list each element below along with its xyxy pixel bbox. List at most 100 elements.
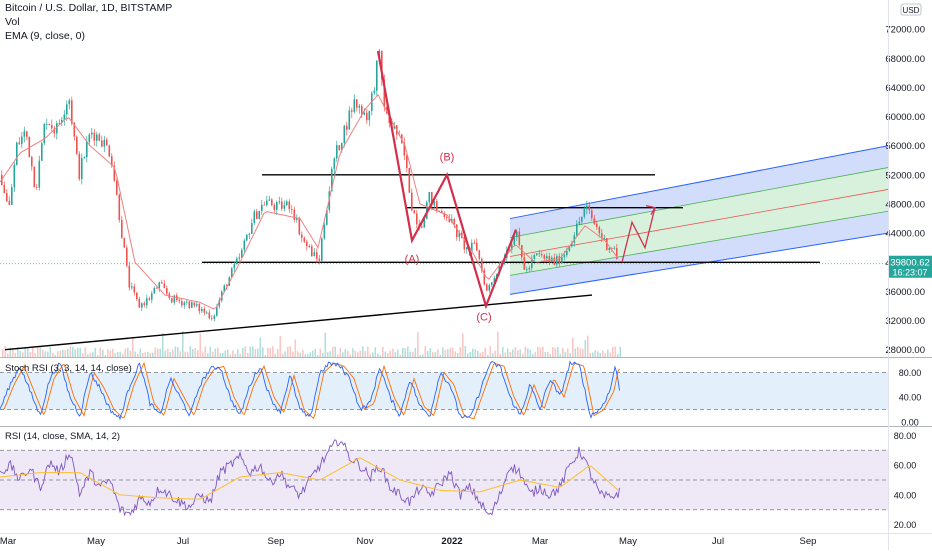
candle-body xyxy=(331,168,333,192)
volume-bar xyxy=(424,346,427,357)
candle-body xyxy=(91,132,93,135)
candle-body xyxy=(606,238,608,250)
candle-body xyxy=(598,227,601,234)
volume-bar xyxy=(152,352,154,357)
volume-bar xyxy=(339,348,342,357)
volume-bar xyxy=(274,353,277,357)
candle-body xyxy=(53,128,56,134)
candle-body xyxy=(438,210,441,212)
volume-bar xyxy=(512,349,514,357)
candle-body xyxy=(26,131,28,137)
candle-body xyxy=(258,211,261,219)
last-price-tag xyxy=(889,255,932,278)
volume-bar xyxy=(324,333,327,357)
candle-body xyxy=(478,250,481,259)
candle-body xyxy=(458,232,461,238)
volume-bar xyxy=(7,353,9,357)
volume-bar xyxy=(247,352,249,357)
volume-bar xyxy=(419,354,422,357)
candle-body xyxy=(416,213,418,225)
volume-bar xyxy=(342,352,344,357)
volume-bar xyxy=(72,346,74,357)
candle-body xyxy=(111,156,113,166)
volume-bar xyxy=(194,348,197,357)
candle-body xyxy=(431,192,433,206)
candle-body xyxy=(393,125,396,129)
volume-bar xyxy=(527,348,529,357)
volume-bar xyxy=(477,351,479,357)
candle-body xyxy=(163,283,166,288)
candle-body xyxy=(386,107,388,114)
candle-body xyxy=(246,234,248,241)
candle-body xyxy=(248,233,251,235)
candle-body xyxy=(151,293,153,300)
volume-bar xyxy=(209,346,212,357)
volume-bar xyxy=(24,347,27,357)
volume-bar xyxy=(334,346,337,357)
candle-body xyxy=(446,217,448,219)
candle-body xyxy=(118,194,121,220)
volume-bar xyxy=(614,346,617,357)
candle-body xyxy=(488,285,491,291)
candle-body xyxy=(546,256,548,259)
volume-bar xyxy=(574,348,577,357)
volume-bar xyxy=(249,346,252,357)
candle-body xyxy=(83,157,86,158)
stoch-axis-tick: 80.00 xyxy=(899,368,922,378)
volume-bar xyxy=(12,347,14,357)
candle-body xyxy=(273,205,276,210)
candle-body xyxy=(366,112,368,121)
volume-bar xyxy=(267,347,269,357)
candle-body xyxy=(543,255,546,259)
volume-bar xyxy=(257,348,259,357)
candle-body xyxy=(146,298,148,306)
candle-body xyxy=(38,160,41,188)
volume-bar xyxy=(367,346,369,357)
candle-body xyxy=(316,252,318,259)
volume-bar xyxy=(462,333,464,357)
volume-bar xyxy=(297,351,299,357)
volume-bar xyxy=(562,347,564,357)
candle-body xyxy=(311,246,313,257)
candle-body xyxy=(568,246,571,251)
volume-bar xyxy=(214,348,217,357)
candle-body xyxy=(216,306,218,316)
volume-bar xyxy=(444,349,447,357)
volume-bar xyxy=(382,346,384,357)
volume-bar xyxy=(399,354,402,357)
elliott-wave-label: (C) xyxy=(476,312,491,324)
volume-bar xyxy=(609,352,612,357)
candle-body xyxy=(71,100,73,124)
volume-bar xyxy=(414,347,417,357)
volume-bar xyxy=(612,347,614,357)
candle-body xyxy=(596,223,598,227)
candle-body xyxy=(173,295,176,303)
volume-bar xyxy=(319,348,322,357)
candle-body xyxy=(128,265,131,288)
channel-upper-band xyxy=(510,145,888,238)
volume-bar xyxy=(99,347,102,357)
candle-body xyxy=(153,287,156,294)
time-axis-label: May xyxy=(619,536,637,547)
candle-body xyxy=(231,268,233,278)
candle-body xyxy=(613,248,616,249)
volume-bar xyxy=(77,347,79,357)
price-countdown: 16:23:07 xyxy=(892,268,927,278)
volume-bar xyxy=(82,353,84,357)
volume-bar xyxy=(292,351,294,357)
candle-body xyxy=(423,218,426,228)
volume-bar xyxy=(487,354,489,357)
volume-bar xyxy=(452,347,454,357)
candle-body xyxy=(18,142,21,144)
candle-body xyxy=(136,292,138,300)
candle-body xyxy=(78,153,81,180)
volume-bar xyxy=(524,346,527,357)
volume-bar xyxy=(384,351,387,357)
volume-bar xyxy=(322,353,324,357)
volume-bar xyxy=(587,335,589,357)
volume-bar xyxy=(337,354,339,357)
candle-body xyxy=(303,238,306,242)
price-axis-tick: 64000.00 xyxy=(885,83,925,94)
